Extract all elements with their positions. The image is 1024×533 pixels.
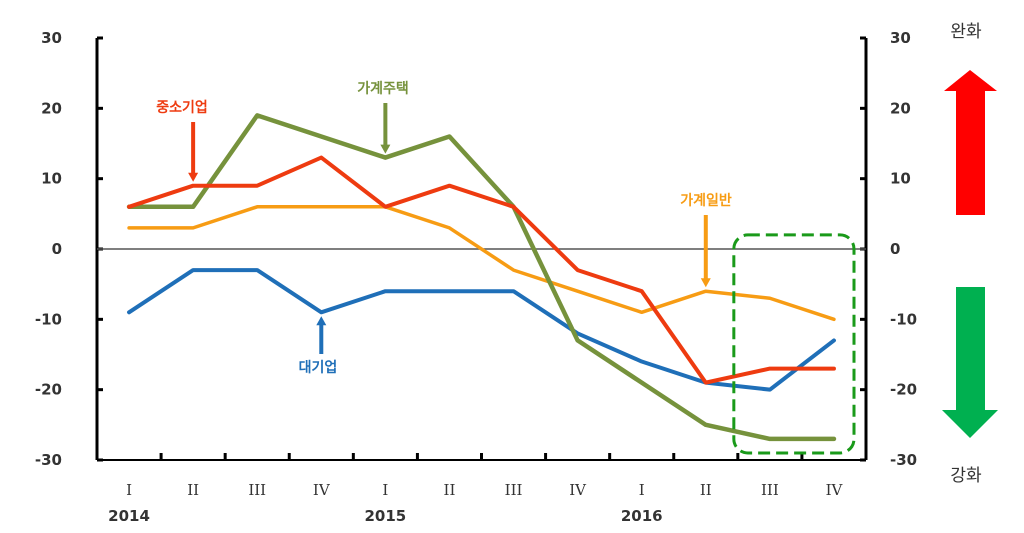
x-tick-label: I bbox=[639, 481, 645, 499]
highlight-box bbox=[732, 233, 856, 455]
y-tick-label-left: 20 bbox=[41, 99, 62, 117]
annotation-arrow-head bbox=[700, 278, 711, 288]
series-line-3 bbox=[127, 205, 836, 322]
y-tick-label-left: 10 bbox=[41, 170, 62, 188]
x-tick-label: II bbox=[700, 481, 712, 499]
y-tick-label-right: 0 bbox=[890, 240, 900, 258]
y-tick-label-right: 10 bbox=[890, 170, 911, 188]
up-arrow-icon bbox=[944, 70, 997, 215]
year-label: 2014 bbox=[108, 507, 150, 525]
highlight-group bbox=[732, 233, 856, 455]
annotation-arrow-head bbox=[188, 172, 199, 182]
y-tick-label-right: -20 bbox=[890, 381, 917, 399]
x-tick-label: IV bbox=[313, 481, 331, 499]
x-tick-label: II bbox=[444, 481, 456, 499]
y-tick-label-left: -20 bbox=[35, 381, 62, 399]
annotation-arrow-head bbox=[316, 316, 327, 326]
annotation-label: 중소기업 bbox=[156, 100, 208, 116]
annotation-arrow-head bbox=[380, 144, 391, 154]
y-tick-label-left: -30 bbox=[35, 451, 62, 469]
y-tick-label-right: 30 bbox=[890, 29, 911, 47]
x-tick-label: I bbox=[382, 481, 388, 499]
down-arrow-icon bbox=[942, 287, 998, 438]
x-tick-label: II bbox=[187, 481, 199, 499]
series-line-2 bbox=[126, 113, 837, 442]
annotation-label: 대기업 bbox=[299, 360, 338, 376]
y-tick-label-right: -30 bbox=[890, 451, 917, 469]
year-label: 2016 bbox=[621, 507, 663, 525]
y-tick-label-left: 30 bbox=[41, 29, 62, 47]
annotation-label: 가계일반 bbox=[680, 192, 732, 209]
x-tick-label: III bbox=[761, 481, 779, 499]
side-label-bottom: 강화 bbox=[950, 466, 982, 486]
y-tick-label-left: -10 bbox=[35, 310, 62, 328]
series-line-1 bbox=[127, 155, 836, 385]
y-tick-label-left: 0 bbox=[52, 240, 62, 258]
y-tick-label-right: 20 bbox=[890, 99, 911, 117]
series-line-0 bbox=[127, 268, 836, 392]
y-tick-label-right: -10 bbox=[890, 310, 917, 328]
x-tick-label: IV bbox=[569, 481, 587, 499]
x-tick-label: III bbox=[505, 481, 523, 499]
x-tick-label: III bbox=[248, 481, 266, 499]
annotation-label: 가계주택 bbox=[357, 80, 409, 97]
x-tick-label: I bbox=[126, 481, 132, 499]
side-label-top: 완화 bbox=[950, 22, 982, 42]
series-group bbox=[126, 113, 837, 442]
x-tick-label: IV bbox=[826, 481, 844, 499]
year-label: 2015 bbox=[365, 507, 407, 525]
